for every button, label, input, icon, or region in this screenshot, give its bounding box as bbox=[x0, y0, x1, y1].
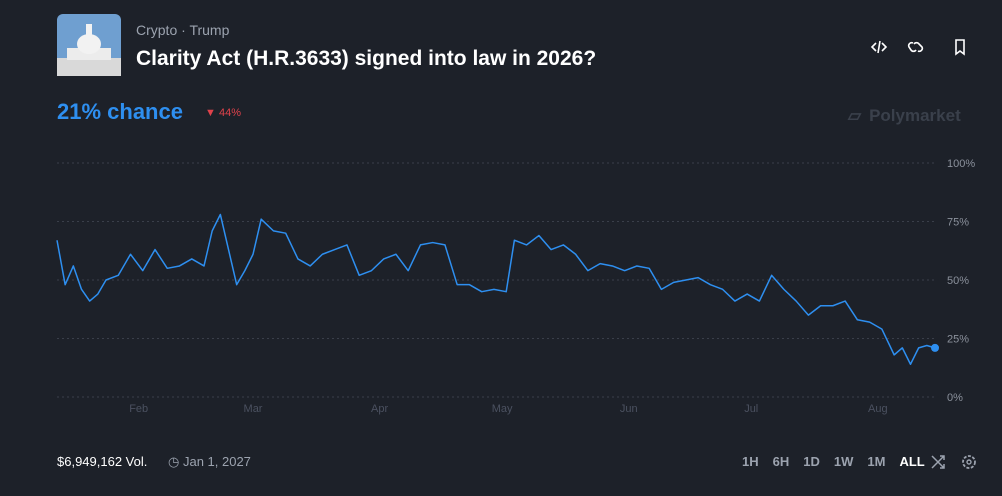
change: ▼ 44% bbox=[205, 107, 241, 119]
change-value: 44% bbox=[218, 107, 241, 119]
y-tick-label: 50% bbox=[947, 275, 969, 287]
x-tick-label: Mar bbox=[244, 403, 263, 415]
volume: $6,949,162 Vol. bbox=[57, 454, 148, 469]
settings-icon[interactable] bbox=[962, 455, 976, 469]
y-tick-label: 0% bbox=[947, 392, 963, 404]
chart-controls bbox=[931, 455, 976, 469]
price-line bbox=[56, 213, 936, 365]
end-date: ◷ Jan 1, 2027 bbox=[168, 454, 251, 469]
settings-icon-center bbox=[966, 459, 972, 465]
y-tick-label: 75% bbox=[947, 217, 969, 229]
range-button[interactable]: 6H bbox=[772, 454, 790, 469]
x-tick-label: Aug bbox=[868, 403, 888, 415]
y-tick-label: 100% bbox=[947, 158, 975, 170]
embed-icon[interactable] bbox=[870, 40, 888, 54]
range-button[interactable]: 1M bbox=[867, 454, 886, 469]
brand: ▱ Polymarket bbox=[848, 106, 961, 125]
x-tick-label: Jul bbox=[744, 403, 758, 415]
chart: 0% 25% 50% 75% 100% Feb Mar Apr May Jun Jul Aug bbox=[56, 158, 975, 415]
x-tick-label: Feb bbox=[129, 403, 148, 415]
range-button[interactable]: 1D bbox=[803, 454, 820, 469]
chance: 21% chance bbox=[57, 99, 183, 124]
market-title: Clarity Act (H.R.3633) signed into law i… bbox=[136, 47, 597, 70]
range-button[interactable]: 1H bbox=[742, 454, 759, 469]
brand-name: Polymarket bbox=[869, 106, 961, 125]
range-buttons: 1H 6H 1D 1W 1M ALL bbox=[742, 454, 925, 469]
range-button[interactable]: ALL bbox=[899, 454, 925, 469]
link-icon[interactable] bbox=[907, 41, 924, 53]
breadcrumbs: Crypto · Trump bbox=[136, 22, 229, 38]
current-point bbox=[931, 343, 939, 352]
tag[interactable]: Trump bbox=[189, 22, 230, 38]
category[interactable]: Crypto bbox=[136, 22, 178, 38]
x-tick-label: Jun bbox=[620, 403, 638, 415]
shuffle-icon[interactable] bbox=[931, 455, 945, 469]
y-tick-label: 25% bbox=[947, 334, 969, 346]
x-tick-label: Apr bbox=[371, 403, 388, 415]
separator: · bbox=[181, 22, 186, 38]
bookmark-icon[interactable] bbox=[955, 39, 965, 56]
actions bbox=[870, 39, 965, 56]
end-date-text: Jan 1, 2027 bbox=[182, 454, 251, 469]
market-image bbox=[57, 14, 121, 76]
range-button[interactable]: 1W bbox=[833, 454, 854, 469]
x-tick-label: May bbox=[492, 403, 513, 415]
